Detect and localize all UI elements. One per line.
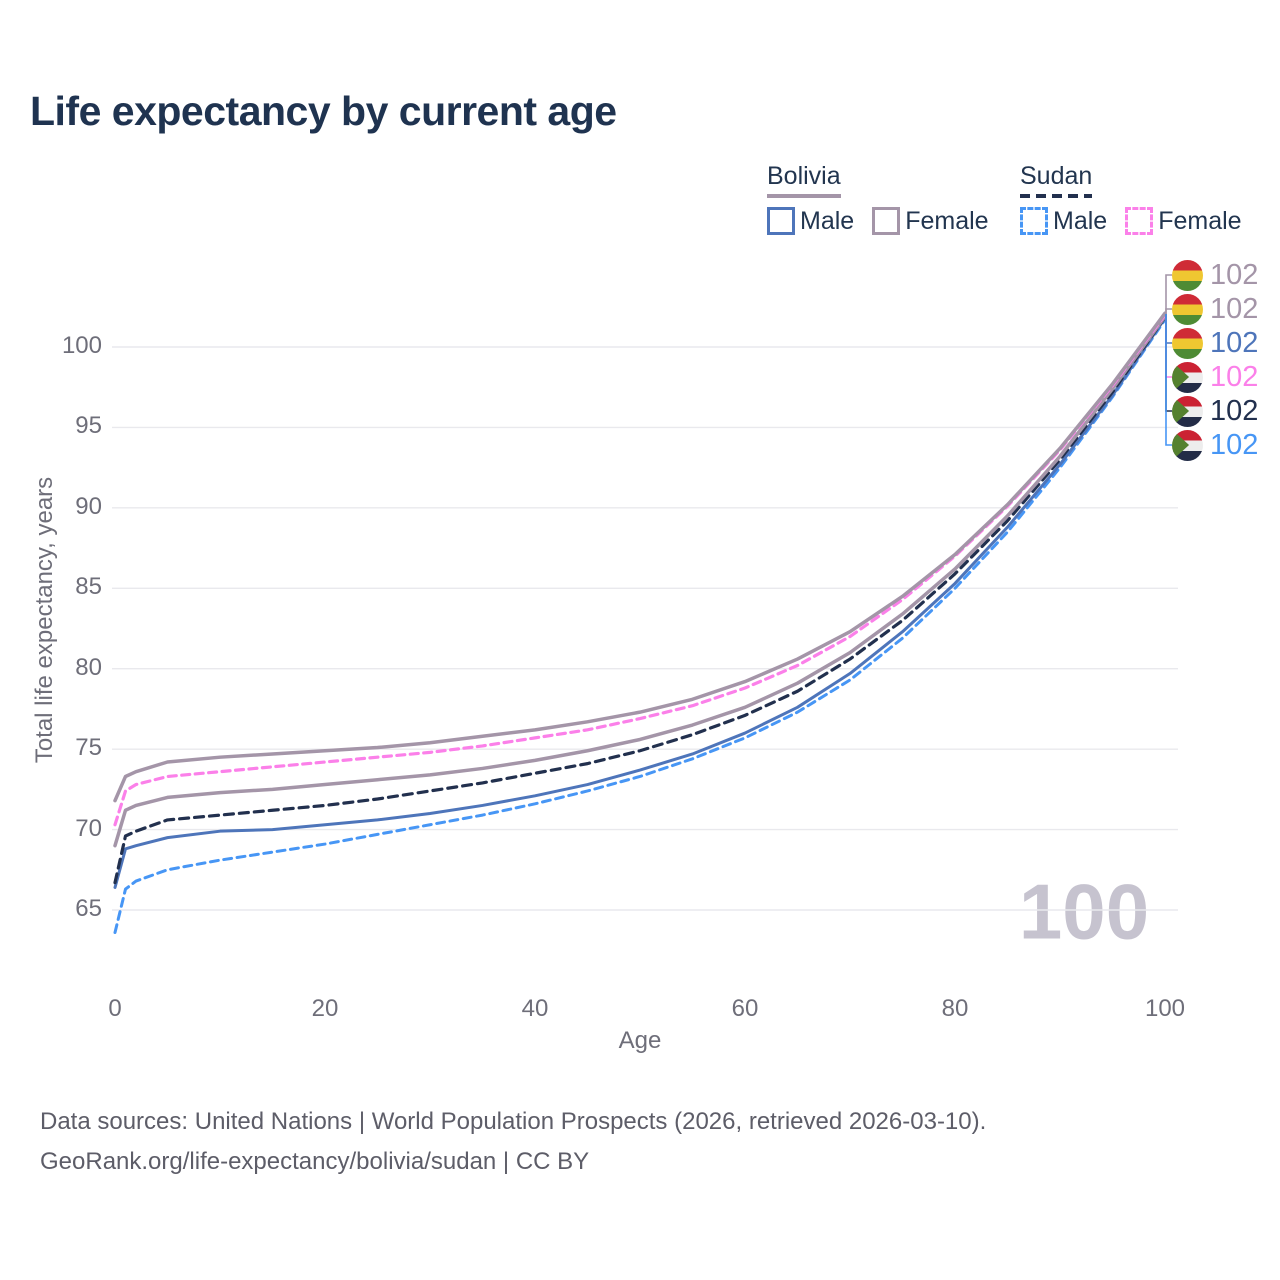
- y-tick-95: 95: [75, 412, 102, 439]
- legend-row-bolivia: Male Female: [767, 207, 989, 236]
- x-tick-100: 100: [1144, 995, 1186, 1022]
- bolivia-female-swatch-icon[interactable]: [872, 207, 901, 236]
- legend-item-sudan-male[interactable]: Male: [1020, 207, 1107, 236]
- legend-country-bolivia-label: Bolivia: [767, 162, 841, 190]
- sudan-female-label[interactable]: Female: [1158, 206, 1242, 235]
- series-line-bolivia-total: [113, 314, 1167, 848]
- end-value: 102: [1210, 326, 1259, 359]
- end-label-bolivia-total: 102: [1172, 293, 1258, 325]
- x-axis-title: Age: [618, 1027, 662, 1054]
- legend-group-bolivia: Bolivia Male Female: [767, 162, 989, 236]
- legend-item-bolivia-female[interactable]: Female: [872, 206, 989, 236]
- y-tick-80: 80: [75, 654, 102, 681]
- end-label-bolivia-male: 102: [1172, 327, 1258, 359]
- sudan-male-label[interactable]: Male: [1053, 206, 1108, 235]
- y-tick-70: 70: [75, 815, 102, 842]
- attribution-note: GeoRank.org/life-expectancy/bolivia/suda…: [40, 1148, 590, 1175]
- legend-item-bolivia-male[interactable]: Male: [767, 207, 854, 236]
- page-title: Life expectancy by current age: [30, 88, 617, 134]
- bolivia-flag-icon: [1172, 327, 1203, 359]
- legend-country-sudan-label: Sudan: [1020, 162, 1093, 190]
- end-label-sudan-female: 102: [1172, 361, 1258, 393]
- sudan-line-style-sample: [1020, 193, 1093, 198]
- series-line-bolivia-male: [113, 316, 1167, 889]
- y-tick-85: 85: [75, 573, 102, 600]
- legend-group-sudan: Sudan Male Female: [1020, 162, 1242, 236]
- end-value: 102: [1210, 258, 1259, 291]
- y-tick-90: 90: [75, 493, 102, 520]
- leader-line-sudan-male: [1165, 314, 1172, 446]
- bolivia-flag-icon: [1172, 293, 1203, 325]
- end-label-bolivia-female: 102: [1172, 259, 1258, 291]
- age-counter-watermark: 100: [1018, 867, 1150, 956]
- y-tick-75: 75: [75, 734, 102, 761]
- legend-country-sudan: Sudan: [1020, 162, 1093, 198]
- series-line-sudan-female: [113, 313, 1167, 827]
- legend-row-sudan: Male Female: [1020, 207, 1242, 236]
- end-value: 102: [1210, 360, 1259, 393]
- bolivia-flag-icon: [1172, 259, 1203, 291]
- leader-line-bolivia-female: [1165, 274, 1172, 314]
- legend-item-sudan-female[interactable]: Female: [1125, 206, 1242, 236]
- bolivia-male-swatch-icon[interactable]: [767, 207, 795, 236]
- x-tick-60: 60: [731, 995, 759, 1022]
- bolivia-line-style-sample: [767, 193, 841, 198]
- sudan-male-swatch-icon[interactable]: [1020, 207, 1048, 236]
- leader-line-bolivia-total: [1165, 308, 1172, 314]
- y-tick-65: 65: [75, 895, 102, 922]
- x-tick-40: 40: [521, 995, 549, 1022]
- bolivia-male-label[interactable]: Male: [800, 206, 855, 235]
- bolivia-female-label[interactable]: Female: [905, 206, 989, 235]
- x-tick-80: 80: [941, 995, 969, 1022]
- series-line-bolivia-female: [113, 311, 1167, 803]
- end-label-sudan-total: 102: [1172, 395, 1258, 427]
- end-value: 102: [1210, 428, 1259, 461]
- series-line-sudan-total: [113, 315, 1167, 885]
- sudan-flag-icon: [1172, 429, 1203, 461]
- x-tick-0: 0: [108, 995, 122, 1022]
- data-sources-note: Data sources: United Nations | World Pop…: [40, 1108, 987, 1135]
- sudan-flag-icon: [1172, 395, 1203, 427]
- x-tick-20: 20: [311, 995, 339, 1022]
- end-label-sudan-male: 102: [1172, 429, 1258, 461]
- legend-country-bolivia: Bolivia: [767, 162, 841, 198]
- y-tick-100: 100: [61, 332, 102, 359]
- sudan-flag-icon: [1172, 361, 1203, 393]
- sudan-female-swatch-icon[interactable]: [1125, 207, 1154, 236]
- end-value: 102: [1210, 292, 1259, 325]
- series-line-sudan-male: [113, 318, 1167, 935]
- end-value: 102: [1210, 394, 1259, 427]
